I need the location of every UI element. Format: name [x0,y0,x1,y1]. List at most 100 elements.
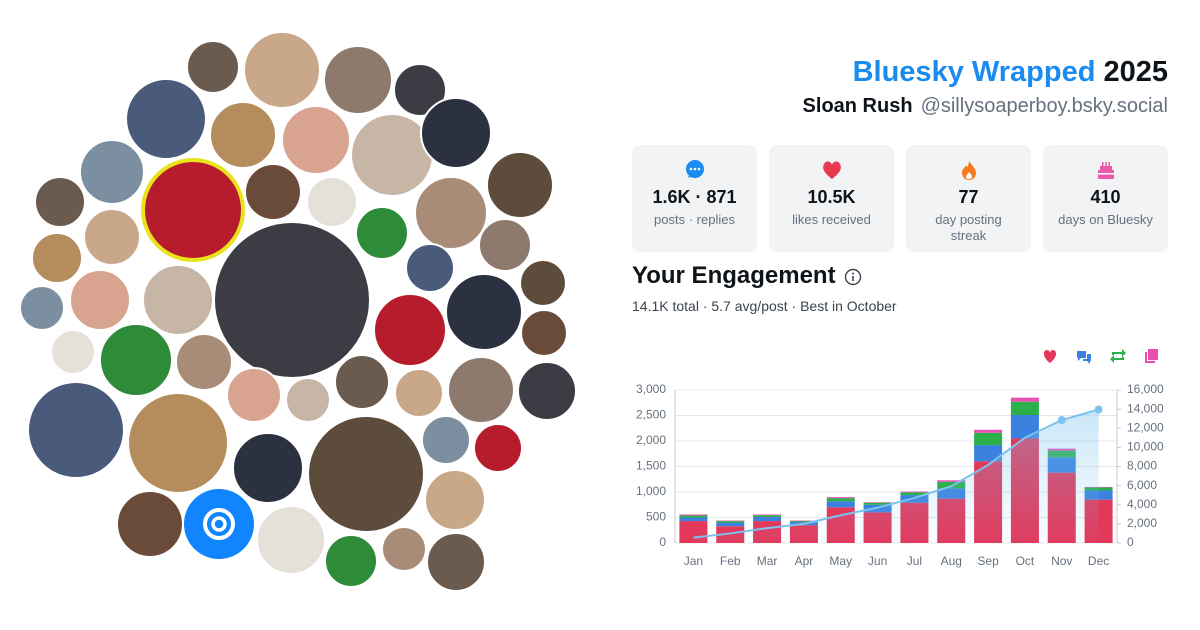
stat-card: 10.5K likes received [769,145,894,252]
avatar [226,367,282,423]
avatar [414,176,488,250]
avatar [19,285,65,331]
avatar [486,151,554,219]
avatar [447,356,515,424]
avatar [232,432,304,504]
avatar [473,423,523,473]
y2-tick-label: 0 [1127,535,1134,549]
avatar [256,505,326,575]
avatar [420,97,492,169]
legend-item[interactable] [1043,350,1057,363]
avatar [175,333,233,391]
bar-segment [863,502,892,503]
stat-card: 1.6K · 871 posts · replies [632,145,757,252]
avatar [50,329,96,375]
avatar [426,532,486,592]
avatar [281,105,351,175]
y2-tick-label: 16,000 [1127,382,1164,396]
x-tick-label: Mar [757,554,778,568]
y2-tick-label: 6,000 [1127,478,1157,492]
y-tick-label: 1,000 [636,484,666,498]
y-tick-label: 1,500 [636,459,666,473]
bar-segment [679,514,708,516]
icon [822,161,841,179]
avatar [31,232,83,284]
bar-segment [937,480,966,482]
avatar [517,361,577,421]
y2-tick-label: 4,000 [1127,497,1157,511]
avatar [244,163,302,221]
x-tick-label: Dec [1088,554,1109,568]
y-tick-label: 0 [659,535,666,549]
bar-segment [789,521,818,523]
x-tick-label: May [829,554,852,568]
avatar [27,381,125,479]
avatar [127,392,229,494]
year: 2025 [1103,56,1168,88]
user: Sloan Rush @sillysoaperboy.bsky.social [803,95,1168,118]
bar-segment [716,521,745,523]
avatar [381,526,427,572]
avatar [355,206,409,260]
avatar [99,323,173,397]
x-tick-label: Jul [907,554,922,568]
bar-segment [900,492,929,496]
bar-segment [753,516,782,522]
y-tick-label: 2,500 [636,408,666,422]
y-tick-label: 2,000 [636,433,666,447]
avatar [334,354,390,410]
x-tick-label: Sep [977,554,999,568]
bar-segment [974,432,1003,446]
x-tick-label: Jan [684,554,703,568]
info-icon[interactable] [844,268,862,286]
avatar [323,45,393,115]
bar-segment [679,517,708,522]
mention-avatar [184,489,254,559]
avatar [69,269,131,331]
x-tick-label: Oct [1016,554,1035,568]
icon [961,161,976,180]
x-tick-label: Apr [795,554,814,568]
section-title-text: Your Engagement [632,262,836,289]
bar-segment [826,498,855,502]
stat-value: 410 [1090,187,1121,207]
avatar [213,221,371,379]
avatar [285,377,331,423]
bar-segment [753,514,782,516]
bar-segment [753,515,782,517]
y-tick-label: 3,000 [636,382,666,396]
avatar [142,264,214,336]
line [693,408,1099,539]
mention-icon [203,508,235,540]
avatar [306,176,358,228]
avatar [243,31,321,109]
avatar [478,218,532,272]
avatar [445,273,523,351]
legend-item[interactable] [1077,351,1091,364]
bar-segment [974,445,1003,462]
avatar [324,534,378,588]
avatar [307,415,425,533]
avatar [186,40,240,94]
stat-value: 77 [958,187,979,207]
stat-label: likes received [792,212,871,227]
bar-segment [1010,401,1039,415]
x-tick-label: Jun [868,554,887,568]
avatar [405,243,455,293]
y-tick-label: 500 [646,510,666,524]
bar-segment [863,502,892,505]
bar-segment [826,497,855,499]
avatar [34,176,86,228]
avatar [519,259,567,307]
line-area [693,409,1099,543]
legend-item[interactable] [1110,349,1126,363]
stat-label: days on Bluesky [1058,212,1153,227]
legend-item[interactable] [1145,349,1158,363]
mention-icon [211,516,227,532]
stat-label: day posting streak [935,212,1002,243]
stat-card: 77 day posting streak [906,145,1031,252]
legend-icon [1077,351,1091,364]
stat-card: 410 days on Bluesky [1043,145,1168,252]
handle: @sillysoaperboy.bsky.social [920,95,1168,117]
